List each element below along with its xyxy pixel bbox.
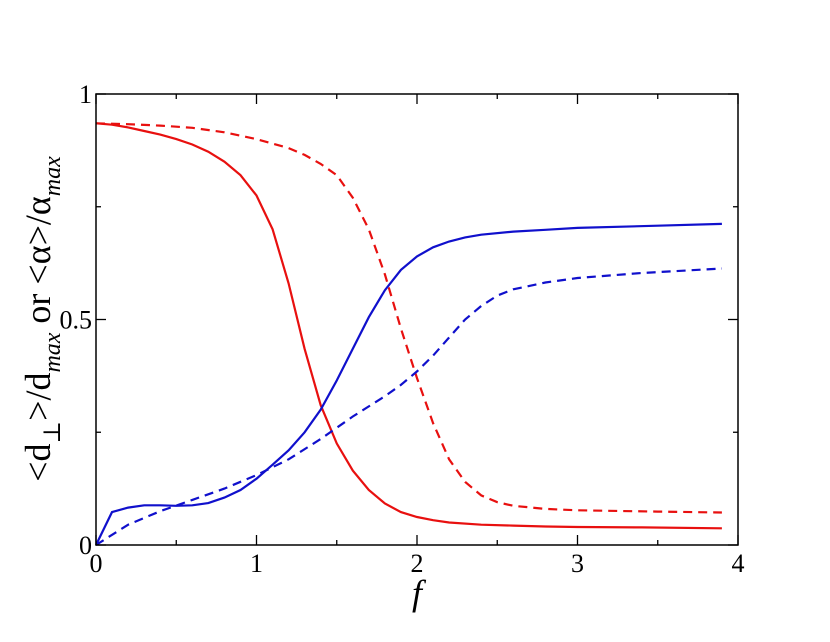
series-line-3 — [95, 222, 722, 546]
y-label-max-1: max — [40, 332, 66, 372]
plot-area — [95, 122, 722, 546]
x-tick-label: 2 — [411, 549, 424, 578]
tick-labels: 0 1 2 3 4 0 0.5 1 — [60, 80, 745, 578]
y-tick-label: 0.5 — [60, 306, 93, 335]
y-tick-label: 0 — [79, 531, 92, 560]
x-tick-label: 3 — [571, 549, 584, 578]
series-line-1 — [95, 122, 722, 530]
y-axis-title: <d⊥>/dmax or <α>/αmax — [18, 156, 66, 482]
y-tick-label: 1 — [79, 80, 92, 109]
series-line-2 — [95, 122, 722, 514]
series-line-4 — [95, 267, 722, 546]
y-label-d: <d — [18, 443, 58, 481]
x-tick-label: 0 — [90, 549, 103, 578]
x-tick-label: 4 — [732, 549, 745, 578]
axis-ticks — [95, 93, 739, 546]
y-label-perp: ⊥ — [40, 421, 66, 444]
y-label-max-2: max — [40, 156, 66, 196]
y-label-mid: >/d — [18, 373, 58, 421]
x-tick-label: 1 — [250, 549, 263, 578]
x-axis-title: f — [412, 573, 427, 613]
y-label-or-alpha: or <α>/α — [18, 196, 58, 332]
plot-frame — [95, 93, 739, 546]
